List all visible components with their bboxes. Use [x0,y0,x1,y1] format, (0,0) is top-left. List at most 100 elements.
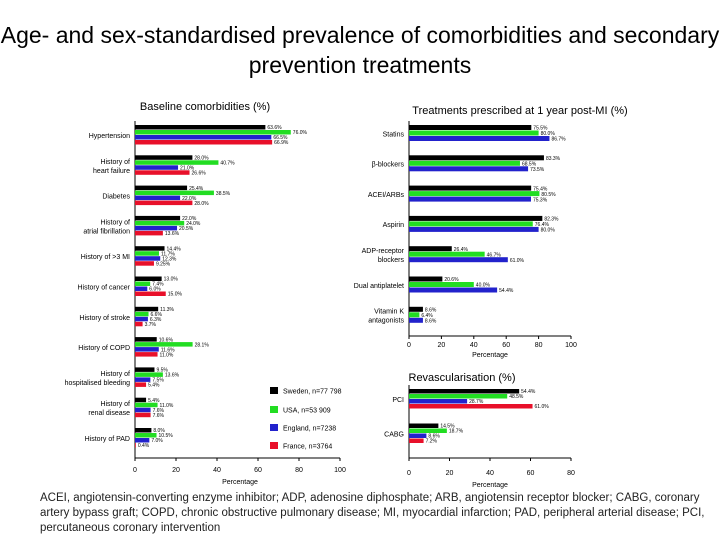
bar [135,342,193,347]
data-label: 68.5% [522,162,537,168]
category-label: CABG [384,432,404,439]
bar [409,136,550,141]
bar [135,220,185,226]
bar [409,257,508,263]
data-label: 8.6% [425,308,437,314]
x-tick-label: 0 [407,470,411,477]
data-label: 25.4% [189,186,204,192]
bar [135,140,273,145]
bar [135,215,181,221]
data-label: 73.5% [530,167,545,173]
bar [135,316,148,322]
category-label: Aspirin [383,222,405,229]
data-label: 28.0% [194,156,209,162]
data-label: 9.5% [156,368,168,374]
bar [135,170,190,175]
data-label: 6.3% [150,317,162,323]
data-label: 76.4% [535,222,550,228]
figure-canvas: Baseline comorbidities (%) 0 20 40 60 80 100 Pe… [65,101,628,489]
bar [135,377,151,382]
data-label: 22.0% [182,216,197,222]
bar [409,306,423,312]
category-label: History of [100,219,130,226]
data-label: 75.5% [533,126,548,132]
bar [409,226,539,232]
x-tick-label: 80 [535,342,543,349]
bar [135,195,181,201]
data-label: 11.0% [160,352,174,358]
category-label: antagonists [368,318,404,325]
category-label: History of [100,401,130,408]
bar [135,337,157,342]
data-label: 38.5% [216,191,231,197]
bar [135,125,266,130]
x-axis-title: Percentage [472,482,508,489]
legend-swatch [270,406,278,413]
bar [409,276,443,282]
category-label: ADP-receptor [362,248,405,255]
data-label: 0.4% [138,443,150,449]
bar [135,251,159,256]
bar [135,438,150,443]
bar [409,389,520,394]
category-label: ACEI/ARBs [368,192,405,199]
data-label: 7.6% [153,408,165,414]
data-label: 6.6% [151,312,163,318]
data-label: 8.6% [425,319,437,325]
bar [135,412,151,418]
bar [135,225,178,231]
legend-label: Sweden, n=77 798 [283,389,342,396]
bar [135,230,163,236]
category-label: Dual antiplatelet [354,283,404,290]
data-label: 5.4% [148,383,160,389]
data-label: 54.4% [499,288,514,294]
category-label: blockers [378,257,405,264]
bar [409,185,532,191]
category-label: History of PAD [85,436,130,443]
bar [409,166,529,172]
x-tick-label: 20 [172,467,180,474]
category-label: β-blockers [372,162,405,169]
bar [135,428,152,433]
data-label: 8.6% [428,434,440,440]
data-label: 14.4% [167,246,182,252]
data-label: 20.5% [179,226,194,232]
data-label: 10.6% [159,337,174,343]
bar [135,291,166,296]
category-label: renal disease [88,410,130,417]
bar [409,433,427,438]
x-tick-label: 60 [254,467,262,474]
x-axis-title: Percentage [472,352,508,359]
data-label: 13.0% [164,277,179,283]
x-tick-label: 100 [565,342,577,349]
data-label: 82.3% [544,217,559,223]
bar [135,261,154,266]
panel-title: Revascularisation (%) [409,372,516,384]
bar [409,130,539,136]
bar [135,165,179,170]
data-label: 75.3% [533,197,548,203]
bar [409,317,423,323]
bar [135,382,147,387]
data-label: 83.3% [546,156,561,162]
category-label: Statins [383,131,405,138]
data-label: 26.4% [454,247,469,253]
data-label: 63.6% [267,125,282,131]
data-label: 80.5% [541,192,556,198]
data-label: 13.6% [165,231,180,237]
x-axis-title: Percentage [222,479,258,486]
bar [135,402,158,408]
category-label: History of [100,371,130,378]
data-label: 24.0% [186,221,201,227]
data-label: 3.7% [145,322,157,328]
bar [135,256,161,261]
data-label: 75.4% [533,186,548,192]
bar [135,367,155,372]
category-label: History of COPD [78,345,130,352]
bar [409,423,439,428]
data-label: 11.3% [160,307,174,313]
x-tick-label: 40 [486,470,494,477]
x-tick-label: 20 [446,470,454,477]
data-label: 11.0% [160,403,174,409]
x-tick-label: 80 [567,470,575,477]
